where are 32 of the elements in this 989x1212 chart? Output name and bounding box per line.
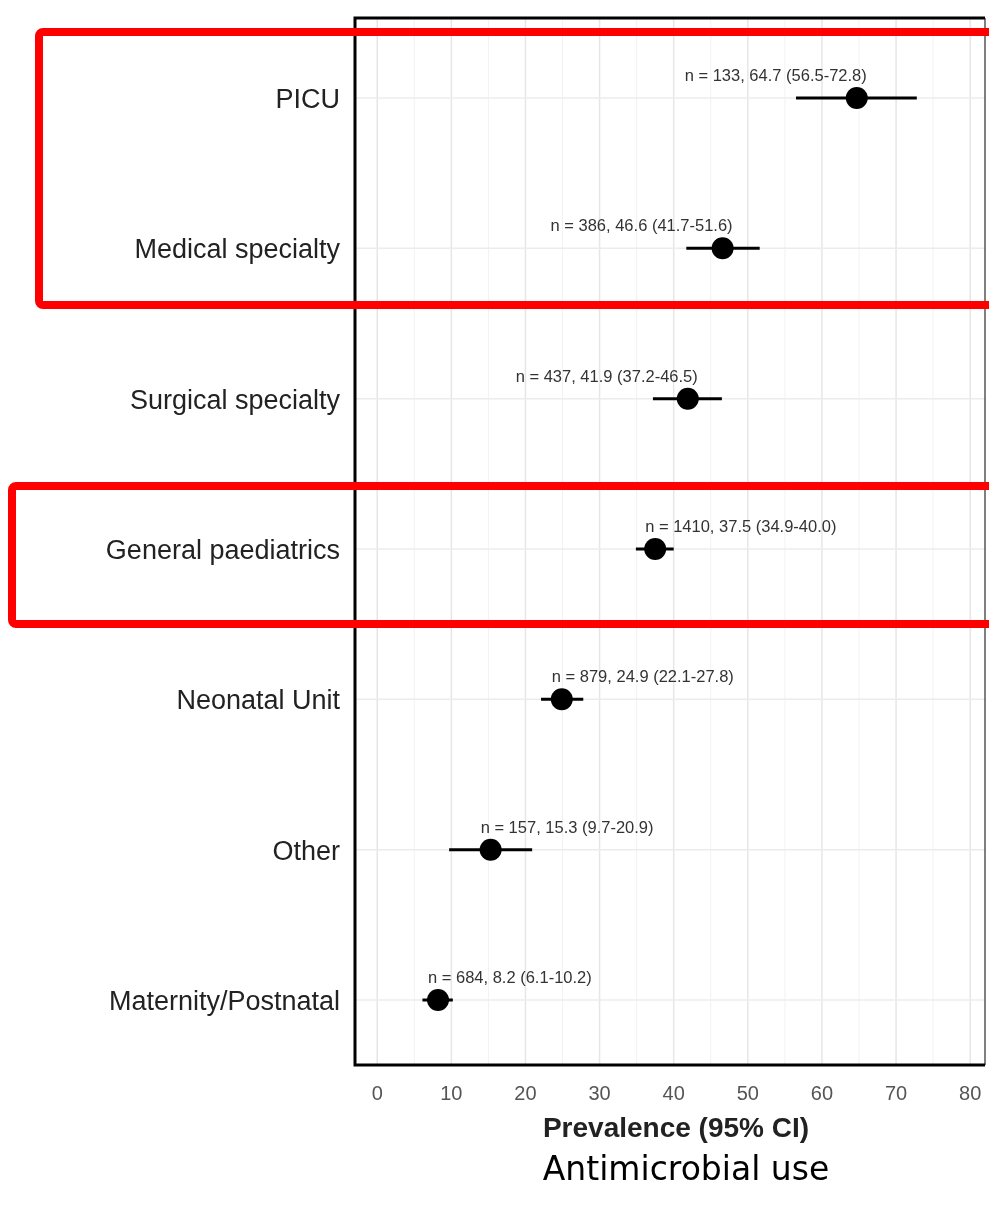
x-tick-label: 40 bbox=[662, 1082, 685, 1104]
y-tick-label: PICU bbox=[275, 84, 340, 114]
x-tick-label: 0 bbox=[371, 1082, 383, 1104]
point bbox=[644, 538, 667, 560]
data-label: n = 684, 8.2 (6.1-10.2) bbox=[428, 968, 592, 986]
point bbox=[427, 989, 450, 1011]
data-label: n = 133, 64.7 (56.5-72.8) bbox=[684, 66, 867, 84]
x-tick-label: 80 bbox=[959, 1082, 982, 1104]
y-tick-label: Neonatal Unit bbox=[176, 685, 341, 716]
y-tick-label: Maternity/Postnatal bbox=[108, 986, 340, 1016]
data-label: n = 157, 15.3 (9.7-20.9) bbox=[480, 817, 654, 836]
y-tick-label: Other bbox=[272, 835, 340, 866]
point bbox=[550, 688, 573, 711]
data-label: n = 437, 41.9 (37.2-46.5) bbox=[515, 366, 698, 385]
x-tick-label: 20 bbox=[514, 1082, 537, 1104]
data-label: n = 386, 46.6 (41.7-51.6) bbox=[550, 216, 733, 235]
data-label: n = 879, 24.9 (22.1-27.8) bbox=[551, 667, 734, 686]
point bbox=[711, 237, 734, 260]
text: Antimicrobial use bbox=[542, 1149, 830, 1188]
x-axis-title: Prevalence (95% CI) bbox=[542, 1112, 810, 1143]
point bbox=[676, 387, 699, 410]
point bbox=[479, 838, 502, 861]
x-tick-label: 70 bbox=[884, 1082, 908, 1104]
y-tick-label: Surgical specialty bbox=[129, 384, 341, 415]
x-tick-label: 50 bbox=[736, 1082, 759, 1104]
x-tick-label: 60 bbox=[810, 1082, 834, 1104]
data-label: n = 1410, 37.5 (34.9-40.0) bbox=[645, 517, 837, 535]
point bbox=[845, 87, 868, 109]
x-tick-label: 30 bbox=[588, 1082, 611, 1104]
y-tick-label: General paediatrics bbox=[105, 535, 340, 565]
y-tick-label: Medical specialty bbox=[134, 234, 341, 265]
x-tick-label: 10 bbox=[440, 1082, 463, 1104]
